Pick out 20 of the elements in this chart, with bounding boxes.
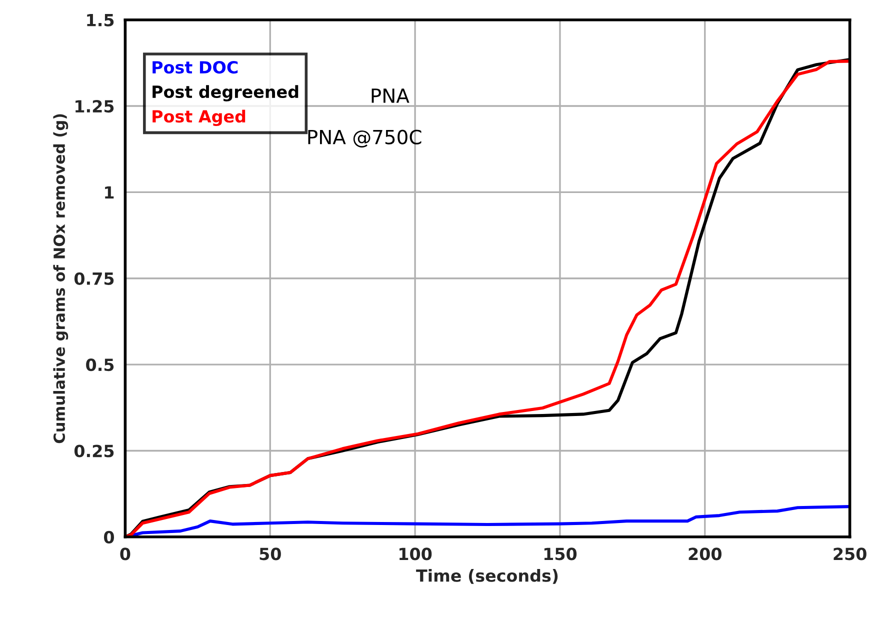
y-tick-label: 0.25 <box>74 444 114 458</box>
x-tick-label: 0 <box>120 548 130 560</box>
annotation: PNA <box>372 88 410 103</box>
x-tick-label: 150 <box>544 548 577 560</box>
y-tick-label: 1.25 <box>76 100 114 113</box>
text: Post degreened <box>152 85 298 102</box>
y-tick-label: 1 <box>105 186 114 199</box>
annotation: PNA @750C <box>308 130 422 148</box>
text: Post Aged <box>152 110 246 126</box>
text: Post DOC <box>152 60 238 74</box>
x-tick-label: 200 <box>688 548 722 560</box>
x-tick-label: 50 <box>260 548 281 560</box>
y-tick-label: 0 <box>104 530 114 544</box>
x-axis-title: Time (seconds) <box>416 569 558 584</box>
y-tick-label: 0.75 <box>74 272 114 285</box>
y-tick-label: 0.5 <box>86 358 114 372</box>
y-tick-label: 1.5 <box>87 14 114 26</box>
y-axis-title: Cumulative grams of NOx removed (g) <box>53 114 68 444</box>
x-tick-label: 100 <box>400 548 432 560</box>
x-tick-label: 250 <box>834 548 866 560</box>
